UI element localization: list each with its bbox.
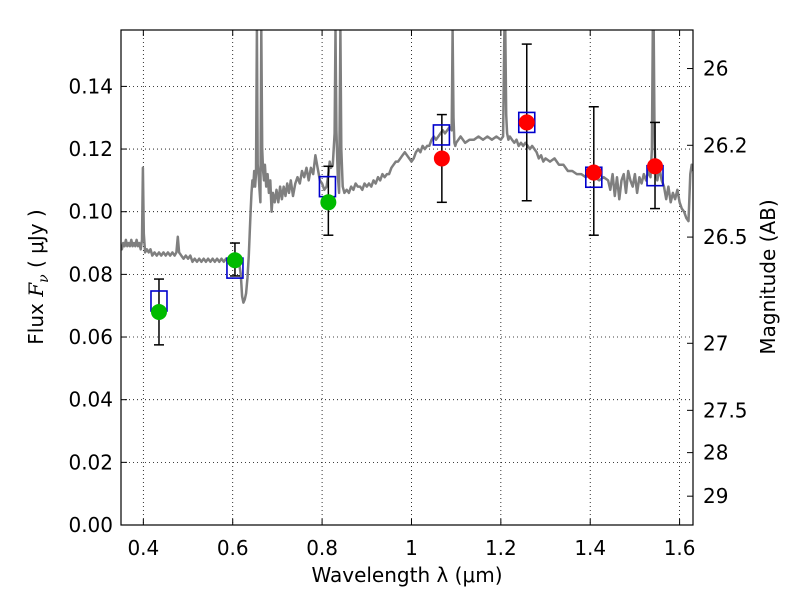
- plot-background: [121, 30, 693, 525]
- y-axis-title: Flux Fν ( μJy ): [24, 209, 52, 344]
- y-tick-label: 0.02: [68, 450, 113, 474]
- y-tick-label: 0.12: [68, 137, 113, 161]
- y2-axis-title: Magnitude (AB): [756, 199, 780, 354]
- x-tick-label: 1.6: [664, 536, 696, 560]
- plot-frame: [120, 29, 694, 526]
- y-axis-title-symbol: F: [24, 282, 48, 298]
- x-tick-label: 0.4: [127, 536, 159, 560]
- y-axis-title-subscript: ν: [36, 274, 52, 283]
- x-axis-title: Wavelength λ (μm): [311, 563, 502, 587]
- red-data-point: [518, 114, 535, 131]
- y2-tick-label: 27.5: [703, 398, 748, 422]
- red-data-point: [585, 164, 602, 181]
- tick-marks: [121, 30, 693, 526]
- data-layer: [121, 30, 693, 346]
- red-data-point: [647, 158, 664, 175]
- x-tick-label: 0.8: [306, 536, 338, 560]
- y-tick-label: 0.10: [68, 200, 113, 224]
- y-tick-label: 0.04: [68, 388, 113, 412]
- x-tick-label: 1.4: [574, 536, 606, 560]
- model-flux-box: [432, 124, 451, 146]
- x-tick-label: 1: [405, 536, 418, 560]
- y2-tick-label: 28: [703, 441, 728, 465]
- y2-tick-label: 26: [703, 57, 728, 81]
- y-axis-title-units: ( μJy ): [24, 209, 48, 274]
- y-tick-label: 0.08: [68, 262, 113, 286]
- red-data-point: [433, 150, 450, 167]
- y-tick-label: 0.14: [68, 74, 113, 98]
- y2-tick-label: 29: [703, 484, 728, 508]
- y2-tick-label: 26.5: [703, 225, 748, 249]
- x-tick-label: 0.6: [217, 536, 249, 560]
- y-tick-label: 0.06: [68, 325, 113, 349]
- x-tick-label: 1.2: [485, 536, 517, 560]
- tick-labels: 0.4 0.6 0.8 1 1.2 1.4 1.6 0.00 0.02 0.04 0.06 0.08 0…: [68, 57, 747, 560]
- green-data-point: [320, 194, 337, 211]
- y-tick-label: 0.00: [68, 513, 113, 537]
- y2-tick-label: 27: [703, 331, 728, 355]
- y-axis-title-prefix: Flux: [24, 297, 48, 345]
- green-data-point: [226, 252, 243, 269]
- y2-tick-label: 26.2: [703, 133, 748, 157]
- green-data-point: [150, 303, 167, 320]
